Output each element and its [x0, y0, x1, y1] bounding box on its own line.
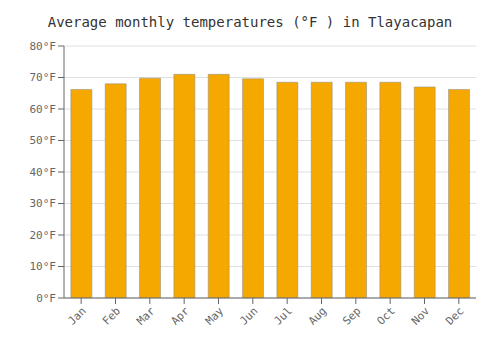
- svg-text:20°F: 20°F: [30, 229, 57, 242]
- html-text:Average monthly temperatures (: Average monthly temperatures (°F ) in Tl…: [47, 14, 453, 30]
- svg-text:Feb: Feb: [100, 304, 123, 327]
- svg-text:Mar: Mar: [134, 304, 158, 328]
- svg-text:Nov: Nov: [409, 304, 433, 328]
- svg-text:Jan: Jan: [66, 304, 89, 327]
- svg-text:Jun: Jun: [237, 304, 260, 327]
- svg-text:50°F: 50°F: [30, 134, 57, 147]
- svg-text:Aug: Aug: [306, 304, 329, 327]
- svg-text:60°F: 60°F: [30, 103, 57, 116]
- svg-text:0°F: 0°F: [36, 292, 56, 305]
- svg-text:80°F: 80°F: [30, 40, 57, 53]
- svg-text:30°F: 30°F: [30, 197, 57, 210]
- svg-text:10°F: 10°F: [30, 260, 57, 273]
- svg-text:Oct: Oct: [375, 304, 398, 327]
- svg-text:40°F: 40°F: [30, 166, 57, 179]
- svg-text:Jul: Jul: [272, 304, 295, 327]
- svg-text:May: May: [203, 304, 227, 328]
- svg-text:Sep: Sep: [340, 304, 363, 327]
- svg-text:Apr: Apr: [169, 304, 193, 328]
- svg-text:70°F: 70°F: [30, 71, 57, 84]
- svg-text:Dec: Dec: [443, 304, 466, 327]
